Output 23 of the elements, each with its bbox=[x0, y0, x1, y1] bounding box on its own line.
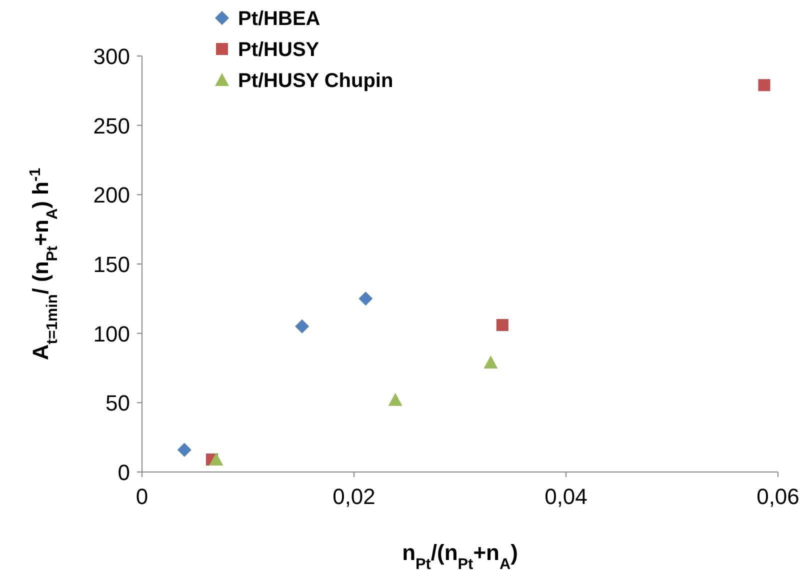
y-tick-label: 150 bbox=[93, 252, 130, 277]
point bbox=[295, 319, 310, 334]
y-tick-label: 50 bbox=[106, 390, 130, 416]
legend-label: Pt/HBEA bbox=[238, 8, 320, 30]
y-tick-label: 200 bbox=[93, 182, 130, 208]
y-tick-label: 250 bbox=[93, 113, 130, 138]
y-tick-label: 300 bbox=[93, 44, 130, 69]
point bbox=[388, 392, 402, 406]
point bbox=[209, 452, 224, 466]
point bbox=[496, 319, 508, 332]
point bbox=[484, 355, 498, 368]
x-tick-label: 0,02 bbox=[332, 484, 376, 509]
x-tick-label: 0,06 bbox=[756, 484, 800, 509]
x-tick-label: 0,04 bbox=[544, 484, 588, 509]
point bbox=[758, 79, 770, 92]
point bbox=[358, 292, 373, 306]
y-tick-label: 0 bbox=[118, 460, 130, 485]
y-tick-label: 100 bbox=[93, 321, 130, 346]
x-tick-label: 0 bbox=[136, 484, 148, 509]
legend-label: Pt/HUSY Chupin bbox=[238, 70, 394, 92]
x-axis-title: n$_{Pt}$/(n$_{Pt}$+n$_{A}$) bbox=[402, 540, 518, 570]
point bbox=[177, 442, 192, 457]
legend-label: Pt/HUSY bbox=[238, 39, 320, 61]
